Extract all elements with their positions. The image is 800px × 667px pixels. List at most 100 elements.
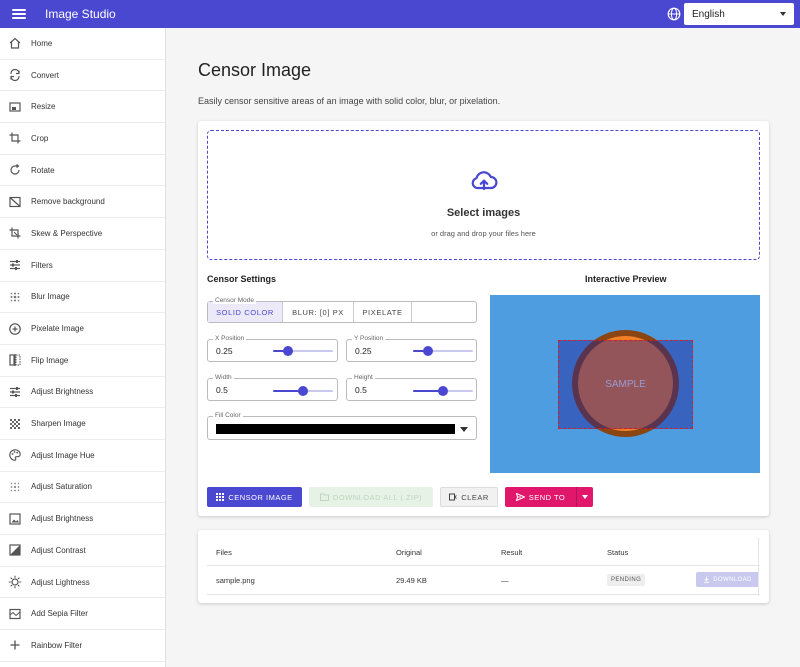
slider-fill [273, 350, 288, 352]
sidebar-item-convert[interactable]: Convert [0, 60, 165, 92]
download-icon [704, 576, 710, 583]
column-header-result: Result [501, 548, 523, 557]
file-original-size-cell: 29.49 KB [396, 576, 427, 585]
hamburger-menu-icon[interactable] [12, 9, 26, 19]
file-name-cell: sample.png [216, 576, 255, 585]
censor-image-button[interactable]: CENSOR IMAGE [207, 487, 302, 507]
send-icon [515, 493, 525, 501]
row-divider [207, 594, 760, 595]
dropzone-title: Select images [446, 207, 521, 219]
sidebar-item-resize[interactable]: Resize [0, 91, 165, 124]
x-position-slider[interactable] [273, 345, 333, 357]
clear-button[interactable]: CLEAR [440, 487, 498, 507]
mode-solid-color-button[interactable]: SOLID COLOR [208, 302, 283, 322]
mode-pixelate-button[interactable]: PIXELATE [354, 302, 412, 322]
height-label: Height [352, 374, 375, 381]
interactive-preview-canvas[interactable]: SAMPLE [490, 295, 760, 473]
sidebar-item-pixelate-image[interactable]: Pixelate Image [0, 313, 165, 345]
sidebar-item-adjust-brightness[interactable]: Adjust Brightness [0, 377, 165, 409]
sidebar-item-label: Adjust Brightness [31, 387, 94, 397]
width-label: Width [213, 374, 234, 381]
sidebar-item-label: Adjust Image Hue [31, 450, 95, 460]
app-title: Image Studio [45, 7, 116, 21]
y-position-slider[interactable] [413, 345, 473, 357]
sidebar-item-skew-perspective[interactable]: Skew & Perspective [0, 218, 165, 250]
sidebar-item-label: Filters [31, 260, 53, 270]
sidebar-item-label: Pixelate Image [31, 324, 84, 334]
height-slider[interactable] [413, 385, 473, 397]
cloud-upload-icon [471, 171, 498, 191]
contrast-icon [9, 544, 21, 556]
dropzone-subtitle: or drag and drop your files here [431, 229, 536, 238]
sidebar-item-adjust-lightness[interactable]: Adjust Lightness [0, 567, 165, 599]
fill-color-swatch [216, 424, 455, 434]
slider-thumb[interactable] [423, 346, 433, 356]
language-select[interactable]: English [684, 3, 794, 25]
remove-background-icon [9, 196, 21, 207]
censor-mode-toggle-group: SOLID COLOR BLUR: [0] PX PIXELATE [207, 301, 477, 323]
sidebar-item-home[interactable]: Home [0, 28, 165, 60]
height-value[interactable]: 0.5 [355, 385, 367, 395]
sidebar-item-label: Adjust Lightness [31, 577, 90, 587]
status-badge: PENDING [607, 574, 646, 586]
slider-thumb[interactable] [283, 346, 293, 356]
x-position-field: 0.25 [207, 339, 338, 362]
home-icon [9, 38, 21, 49]
sidebar-item-label: Crop [31, 133, 49, 143]
file-dropzone[interactable]: Select images or drag and drop your file… [207, 130, 760, 260]
sidebar-item-rotate[interactable]: Rotate [0, 155, 165, 187]
sidebar: Home Convert Resize Crop Rotate Remove b… [0, 28, 166, 667]
slider-fill [273, 390, 303, 392]
clear-label: CLEAR [461, 492, 489, 502]
slider-fill [413, 350, 428, 352]
resize-icon [9, 102, 21, 112]
sidebar-item-label: Skew & Perspective [31, 228, 103, 238]
slider-thumb[interactable] [438, 386, 448, 396]
hue-icon [9, 449, 21, 462]
fill-color-select[interactable] [207, 416, 477, 440]
sidebar-item-remove-background[interactable]: Remove background [0, 186, 165, 219]
sidebar-item-adjust-saturation[interactable]: Adjust Saturation [0, 472, 165, 504]
sidebar-item-add-sepia-filter[interactable]: Add Sepia Filter [0, 598, 165, 631]
sidebar-item-adjust-image-hue[interactable]: Adjust Image Hue [0, 440, 165, 472]
sidebar-item-label: Resize [31, 102, 56, 112]
rotate-icon [10, 164, 20, 175]
censor-region-box[interactable] [558, 340, 693, 429]
x-position-value[interactable]: 0.25 [216, 346, 233, 356]
sidebar-item-crop[interactable]: Crop [0, 123, 165, 155]
header-divider [207, 565, 760, 566]
slider-thumb[interactable] [298, 386, 308, 396]
width-slider[interactable] [273, 385, 333, 397]
chevron-down-icon [460, 427, 468, 432]
sidebar-item-rainbow-filter[interactable]: Rainbow Filter [0, 630, 165, 662]
blur-icon [10, 292, 20, 302]
send-to-menu-button[interactable] [576, 487, 593, 507]
slider-track [413, 350, 473, 352]
sharpen-icon [10, 418, 20, 429]
censor-card: Select images or drag and drop your file… [198, 121, 769, 516]
y-position-field: 0.25 [346, 339, 477, 362]
width-value[interactable]: 0.5 [216, 385, 228, 395]
brightness-icon [10, 386, 20, 397]
sidebar-item-flip-image[interactable]: Flip Image [0, 345, 165, 377]
table-scroll-edge [758, 538, 759, 596]
flip-icon [9, 354, 21, 367]
sidebar-item-label: Add Sepia Filter [31, 609, 88, 619]
download-file-button[interactable]: DOWNLOAD [696, 572, 759, 587]
sidebar-item-filters[interactable]: Filters [0, 250, 165, 282]
sidebar-item-adjust-brightness-image[interactable]: Adjust Brightness [0, 503, 165, 535]
sidebar-item-adjust-contrast[interactable]: Adjust Contrast [0, 535, 165, 567]
grid-icon [216, 493, 225, 501]
mode-blur-button[interactable]: BLUR: [0] PX [283, 302, 354, 322]
download-all-label: DOWNLOAD ALL (.ZIP) [332, 492, 423, 502]
page-description: Easily censor sensitive areas of an imag… [198, 96, 501, 106]
sidebar-item-blur-image[interactable]: Blur Image [0, 282, 165, 314]
sidebar-item-label: Adjust Contrast [31, 545, 86, 555]
rainbow-icon [10, 640, 20, 650]
y-position-value[interactable]: 0.25 [355, 346, 372, 356]
download-all-zip-button[interactable]: DOWNLOAD ALL (.ZIP) [309, 487, 433, 507]
send-to-button[interactable]: SEND TO [505, 487, 576, 507]
chevron-down-icon [780, 12, 786, 16]
sidebar-item-sharpen-image[interactable]: Sharpen Image [0, 408, 165, 440]
folder-zip-icon [319, 493, 329, 501]
